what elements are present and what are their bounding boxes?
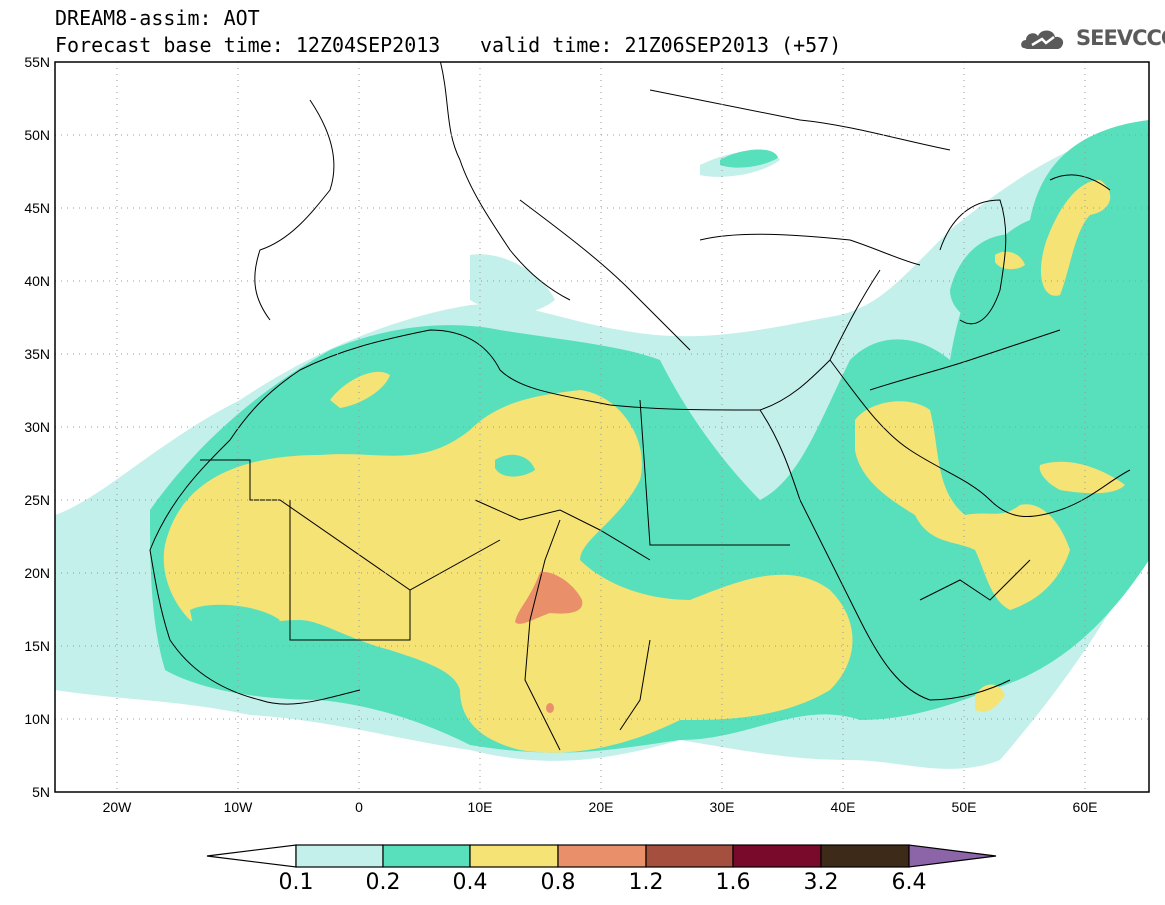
lat-tick-labels: 55N 50N 45N 40N 35N 30N 25N 20N 15N 10N … [24,54,50,800]
colorbar-swatch [469,844,559,868]
lon-tick-labels: 20W 10W 0 10E 20E 30E 40E 50E 60E [103,799,1098,815]
colorbar-swatch [820,844,910,868]
colorbar-label: 3.2 [803,870,839,895]
lat-tick-label: 30N [24,419,50,435]
aot-band-0.8-1.2-dot [546,703,554,713]
lat-tick-label: 40N [24,273,50,289]
lon-tick-label: 30E [710,799,735,815]
colorbar-label: 0.4 [452,870,488,895]
aot-band-0.2-0.4-hole [495,454,535,477]
lon-tick-label: 20W [103,799,133,815]
colorbar-label: 6.4 [891,870,927,895]
lat-lon-grid [55,62,1149,792]
colorbar-swatch [557,844,647,868]
lon-tick-label: 20E [589,799,614,815]
lat-tick-label: 25N [24,492,50,508]
lon-tick-label: 40E [831,799,856,815]
aot-band-0.4-0.8-caspian-w [995,251,1025,270]
lat-tick-label: 55N [24,54,50,70]
map-title: DREAM8-assim: AOT [55,6,260,30]
aot-band-0.4-0.8-atlas [330,371,390,408]
colorbar-swatch [295,844,384,868]
colorbar-label: 0.8 [540,870,576,895]
coastlines [149,62,1131,751]
lon-tick-label: 50E [952,799,977,815]
lon-tick-label: 0 [355,799,363,815]
aot-contours [55,120,1149,769]
aot-band-0.2-0.4-caspian [950,130,1149,330]
aot-band-0.1-0.2-med [470,254,555,314]
lon-tick-label: 60E [1073,799,1098,815]
lat-tick-label: 50N [24,127,50,143]
lon-tick-label: 10E [468,799,493,815]
colorbar [206,844,997,868]
lat-tick-label: 20N [24,565,50,581]
aot-band-0.4-0.8-sahara [163,390,853,753]
forecast-base-time: Forecast base time: 12Z04SEP2013 [55,33,441,57]
colorbar-swatch [732,844,822,868]
colorbar-label: 0.2 [365,870,401,895]
colorbar-label: 0.1 [278,870,314,895]
aot-band-0.2-0.4-north [720,149,778,168]
lat-tick-label: 5N [32,784,50,800]
aot-band-0.2-0.4-south [190,604,280,640]
aot-band-0.4-0.8-arabia [855,401,1070,610]
lon-tick-label: 10W [224,799,254,815]
logo-text: SEEVCCC [1076,26,1165,50]
lat-tick-label: 45N [24,200,50,216]
colorbar-low-arrow [206,844,297,868]
cloud-logo-icon [1021,30,1064,49]
map-frame [54,61,1150,793]
colorbar-swatch [382,844,471,868]
colorbar-swatch [645,844,734,868]
lat-tick-label: 10N [24,711,50,727]
colorbar-label: 1.6 [715,870,751,895]
aot-band-0.4-0.8-caspian [1040,180,1111,296]
colorbar-high-arrow [908,844,997,868]
lat-tick-label: 15N [24,638,50,654]
aot-band-0.4-0.8-gulf [1039,461,1125,494]
lat-tick-label: 35N [24,346,50,362]
valid-time: valid time: 21Z06SEP2013 (+57) [480,33,842,57]
colorbar-label: 1.2 [628,870,664,895]
